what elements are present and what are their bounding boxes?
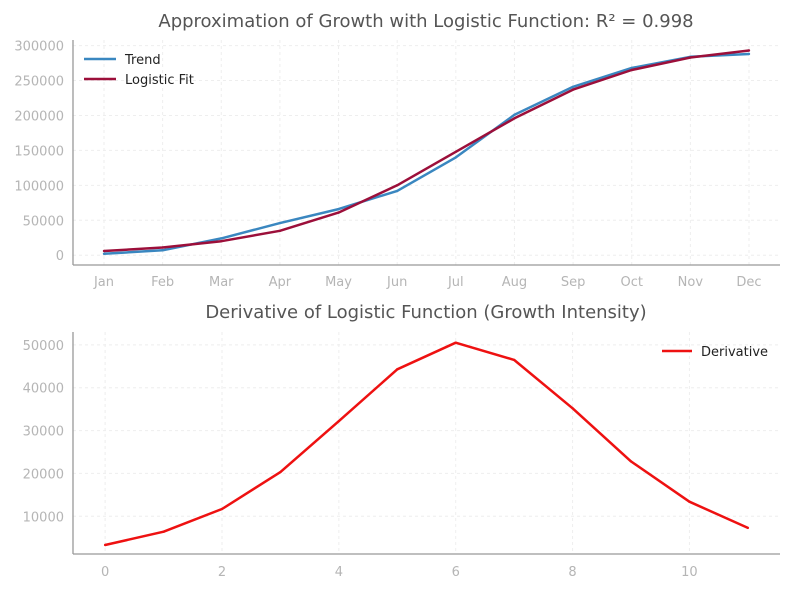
series-line-logistic-fit bbox=[103, 49, 750, 253]
x-tick-label-dec: Dec bbox=[736, 275, 761, 290]
derivative-chart-ticks: 0 2 4 6 8 10 10000 20000 30000 40000 50000 bbox=[23, 339, 698, 580]
data-point-logistic-fit bbox=[689, 56, 692, 59]
legend-label-derivative: Derivative bbox=[701, 345, 768, 360]
y-tick-label-50000: 50000 bbox=[23, 339, 64, 354]
data-point-trend bbox=[747, 52, 751, 56]
derivative-chart-legend: Derivative bbox=[662, 345, 768, 360]
series-line-trend bbox=[103, 52, 750, 256]
data-point-trend bbox=[337, 207, 340, 211]
data-point-trend bbox=[454, 156, 457, 159]
y-tick-label-40000: 40000 bbox=[23, 382, 64, 397]
data-point-logistic-fit bbox=[571, 88, 575, 91]
x-tick-label-may: May bbox=[325, 275, 352, 290]
data-point-derivative bbox=[162, 530, 165, 533]
x-tick-label-oct: Oct bbox=[620, 275, 642, 290]
y-tick-label-50000: 50000 bbox=[23, 214, 64, 229]
growth-chart-title: Approximation of Growth with Logistic Fu… bbox=[158, 11, 693, 32]
data-point-logistic-fit bbox=[337, 211, 340, 214]
data-point-logistic-fit bbox=[102, 249, 106, 253]
x-tick-label-jun: Jun bbox=[386, 275, 407, 290]
growth-chart-legend: Trend Logistic Fit bbox=[84, 53, 194, 88]
data-point-trend bbox=[571, 85, 575, 89]
x-tick-label-jul: Jul bbox=[447, 275, 464, 290]
series-line-derivative bbox=[104, 341, 749, 547]
data-point-logistic-fit bbox=[513, 117, 516, 120]
x-tick-label-mar: Mar bbox=[209, 275, 234, 290]
growth-chart-ticks: Jan Feb Mar Apr May Jun Jul Aug Sep Oct Nov Dec 0 500… bbox=[14, 40, 761, 290]
x-tick-label-10: 10 bbox=[681, 565, 698, 580]
data-point-derivative bbox=[688, 500, 691, 503]
data-point-trend bbox=[161, 249, 164, 252]
data-point-derivative bbox=[279, 470, 282, 474]
data-point-trend bbox=[220, 237, 223, 240]
growth-chart: Approximation of Growth with Logistic Fu… bbox=[14, 11, 780, 290]
legend-label-trend: Trend bbox=[124, 53, 161, 68]
x-tick-label-4: 4 bbox=[335, 565, 343, 580]
data-point-derivative bbox=[220, 507, 224, 511]
x-tick-label-nov: Nov bbox=[678, 275, 704, 290]
y-tick-label-10000: 10000 bbox=[23, 510, 64, 525]
data-point-logistic-fit bbox=[278, 229, 282, 232]
derivative-chart-title: Derivative of Logistic Function (Growth … bbox=[205, 302, 646, 323]
data-point-derivative bbox=[746, 526, 750, 530]
data-point-trend bbox=[396, 189, 399, 193]
data-point-logistic-fit bbox=[220, 240, 223, 243]
derivative-chart-series bbox=[103, 341, 750, 547]
x-tick-label-aug: Aug bbox=[502, 275, 527, 290]
derivative-chart: Derivative of Logistic Function (Growth … bbox=[23, 302, 780, 580]
y-tick-label-300000: 300000 bbox=[14, 40, 64, 55]
data-point-trend bbox=[278, 221, 282, 225]
data-point-trend bbox=[102, 252, 106, 255]
data-point-derivative bbox=[396, 368, 399, 371]
data-point-logistic-fit bbox=[396, 184, 399, 187]
data-point-logistic-fit bbox=[161, 246, 164, 249]
x-tick-label-6: 6 bbox=[452, 565, 460, 580]
derivative-chart-axes bbox=[72, 332, 780, 555]
growth-chart-grid bbox=[73, 40, 780, 265]
x-tick-label-2: 2 bbox=[218, 565, 226, 580]
y-tick-label-250000: 250000 bbox=[14, 75, 64, 90]
x-tick-label-8: 8 bbox=[568, 565, 576, 580]
y-tick-label-0: 0 bbox=[56, 249, 64, 264]
data-point-derivative bbox=[103, 543, 107, 547]
y-tick-label-200000: 200000 bbox=[14, 109, 64, 124]
x-tick-label-feb: Feb bbox=[151, 275, 174, 290]
data-point-derivative bbox=[629, 460, 633, 463]
x-tick-label-0: 0 bbox=[101, 565, 109, 580]
data-point-derivative bbox=[512, 358, 516, 362]
derivative-chart-grid bbox=[73, 332, 780, 554]
data-point-logistic-fit bbox=[747, 49, 751, 52]
data-point-logistic-fit bbox=[454, 150, 457, 153]
data-point-derivative bbox=[571, 407, 574, 410]
y-tick-label-100000: 100000 bbox=[14, 179, 64, 194]
growth-chart-axes bbox=[72, 40, 780, 266]
x-tick-label-sep: Sep bbox=[561, 275, 586, 290]
data-point-logistic-fit bbox=[630, 68, 633, 72]
data-point-derivative bbox=[454, 341, 457, 344]
data-point-trend bbox=[513, 113, 516, 117]
y-tick-label-30000: 30000 bbox=[23, 425, 64, 440]
x-tick-label-apr: Apr bbox=[269, 275, 292, 290]
data-point-derivative bbox=[337, 419, 341, 423]
y-tick-label-150000: 150000 bbox=[14, 144, 64, 159]
y-tick-label-20000: 20000 bbox=[23, 467, 64, 482]
x-tick-label-jan: Jan bbox=[93, 275, 114, 290]
legend-label-logistic-fit: Logistic Fit bbox=[125, 73, 194, 88]
growth-chart-series bbox=[102, 49, 751, 256]
